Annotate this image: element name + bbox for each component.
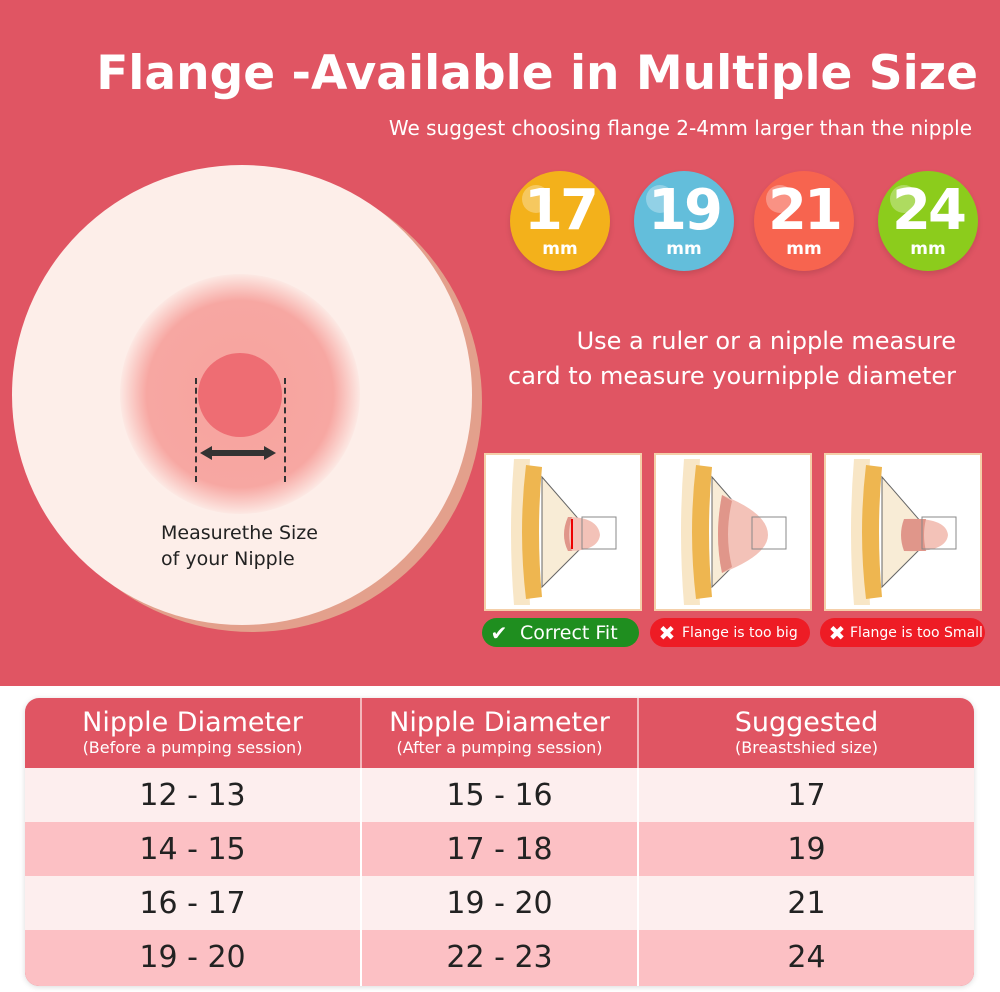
column-header: Nipple Diameter (Before a pumping session… — [25, 698, 362, 768]
too-big-badge: ✖ Flange is too big — [650, 618, 810, 647]
size-badge-17: 17 mm — [510, 171, 610, 271]
measure-line-left — [195, 378, 197, 482]
measure-label: Measurethe Size of your Nipple — [161, 522, 318, 570]
size-badge-21: 21 mm — [754, 171, 854, 271]
banner: Flange -Available in Multiple Size We su… — [0, 0, 1000, 686]
too-small-badge: ✖ Flange is too Small — [820, 618, 985, 647]
x-icon: ✖ — [658, 620, 676, 645]
table-row: 12 - 13 15 - 16 17 — [25, 768, 974, 822]
size-badge-24: 24 mm — [878, 171, 978, 271]
table-header: Nipple Diameter (Before a pumping session… — [25, 698, 974, 768]
subtitle: We suggest choosing flange 2-4mm larger … — [388, 116, 972, 140]
column-header: Nipple Diameter (After a pumping session) — [362, 698, 639, 768]
column-header: Suggested (Breastshied size) — [734, 707, 879, 758]
nipple-illustration — [198, 353, 282, 437]
flange-too-big-illustration — [654, 453, 812, 611]
check-icon: ✔ — [490, 620, 508, 645]
measure-instruction: Use a ruler or a nipple measure card to m… — [508, 327, 956, 390]
flange-too-small-illustration — [824, 453, 982, 611]
flange-correct-illustration — [484, 453, 642, 611]
size-table: Nipple Diameter (Before a pumping session… — [25, 698, 974, 986]
table-row: 14 - 15 17 - 18 19 — [25, 822, 974, 876]
table-row: 16 - 17 19 - 20 21 — [25, 876, 974, 930]
double-arrow-icon — [200, 446, 276, 460]
table-row: 19 - 20 22 - 23 24 — [25, 930, 974, 986]
measure-line-right — [284, 378, 286, 482]
size-badge-19: 19 mm — [634, 171, 734, 271]
x-icon: ✖ — [828, 620, 846, 645]
correct-fit-badge: ✔ Correct Fit — [482, 618, 639, 647]
page-title: Flange -Available in Multiple Size — [96, 46, 978, 101]
